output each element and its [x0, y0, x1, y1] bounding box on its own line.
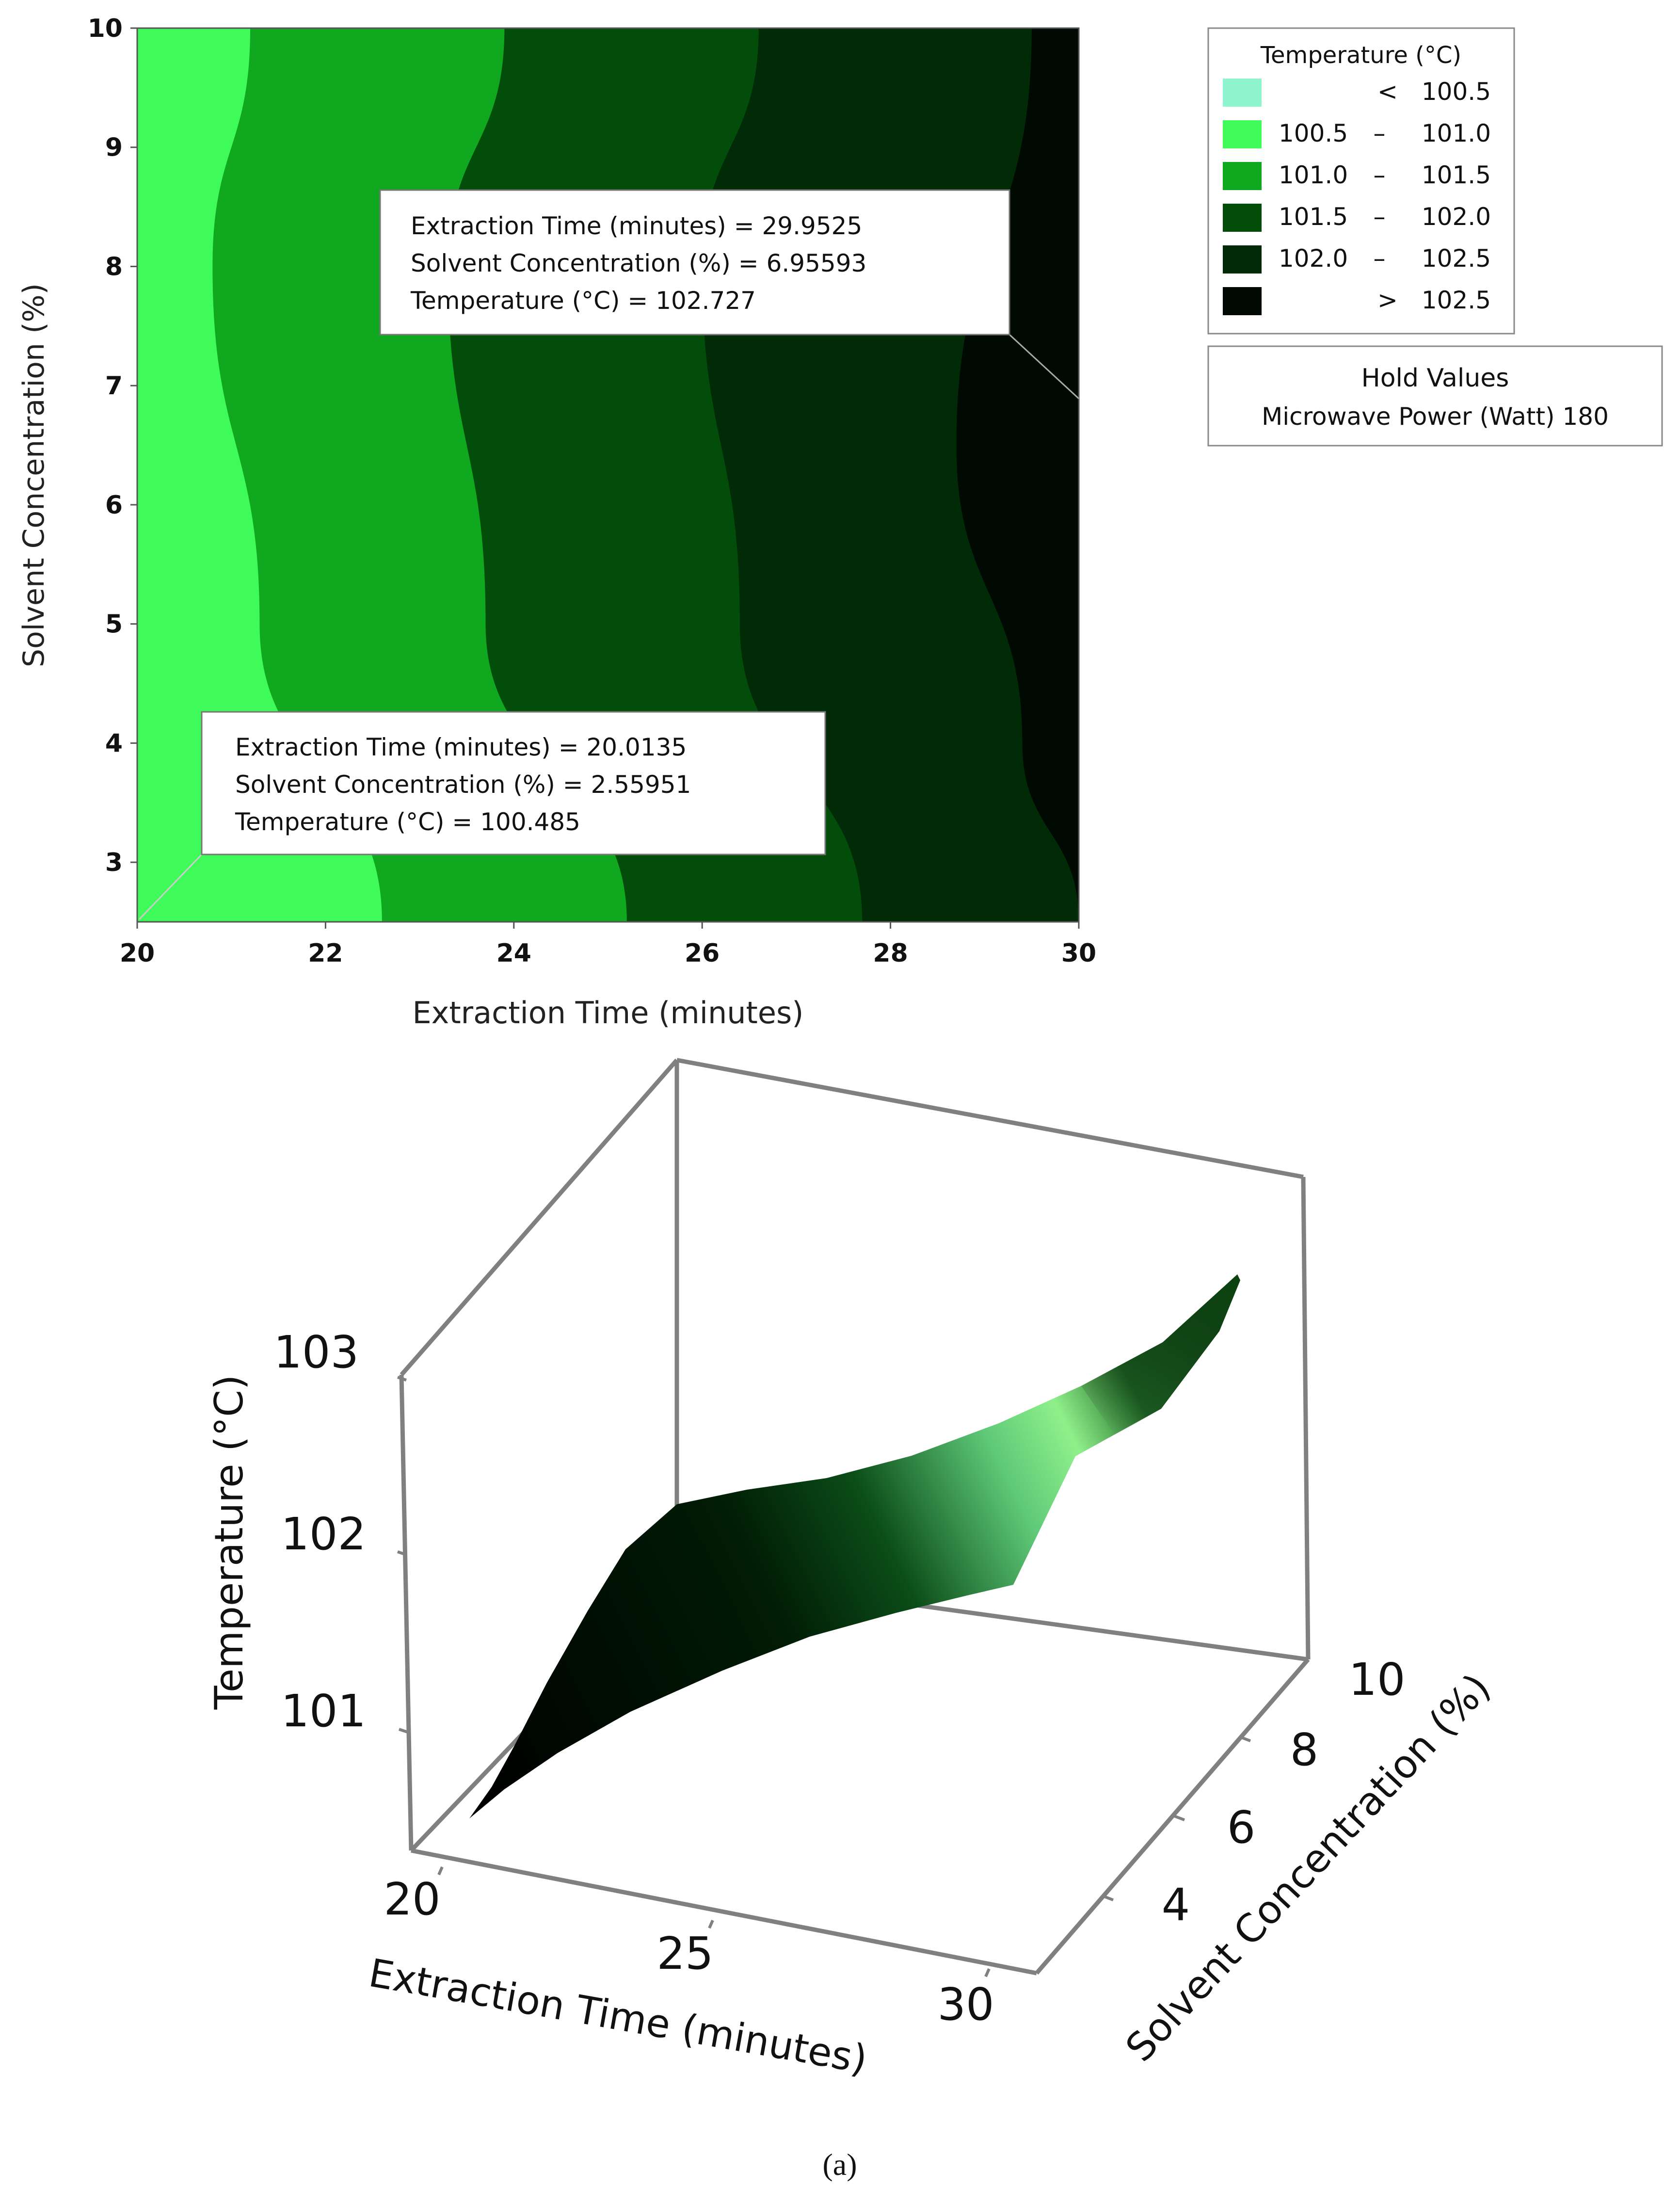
- hold-values-text: Microwave Power (Watt) 180: [1262, 402, 1609, 431]
- y-axis-label: Solvent Concentration (%): [17, 283, 51, 667]
- z-tick-102: 102: [281, 1508, 366, 1560]
- legend-high-4: 102.5: [1422, 244, 1491, 273]
- response-surface: [469, 1274, 1240, 1818]
- surface-plot: 103 102 101 Temperature (°C) 20 25 30 Ex…: [207, 1058, 1499, 2082]
- x-tick-30: 30: [1061, 939, 1096, 968]
- legend: Temperature (°C) <100.5100.5–101.0101.0–…: [1207, 27, 1515, 335]
- x-tick-26: 26: [685, 939, 720, 968]
- x3d-tick-mark-30: [984, 1968, 991, 1978]
- y-tick-8: 8: [105, 252, 123, 281]
- z-tick-103: 103: [273, 1326, 359, 1378]
- y-tick-6: 6: [105, 491, 123, 520]
- annotation-max-line-1: Extraction Time (minutes) = 29.9525: [411, 212, 862, 240]
- z-axis-tick-marks: [397, 1376, 408, 1734]
- surface-top-edge: [1081, 1274, 1240, 1435]
- x3d-tick-mark-25: [708, 1919, 714, 1929]
- y3d-tick-mark-4: [1102, 1895, 1114, 1901]
- y-axis-ticks: 3 4 5 6 7 8 9 10: [88, 14, 137, 877]
- x3d-tick-30: 30: [937, 1979, 994, 2030]
- y3d-tick-10: 10: [1348, 1654, 1405, 1705]
- legend-low-1: 100.5: [1279, 119, 1348, 147]
- hold-values: Hold Values Microwave Power (Watt) 180: [1207, 345, 1663, 447]
- legend-op-3: –: [1374, 203, 1386, 231]
- annotation-min-line-1: Extraction Time (minutes) = 20.0135: [235, 733, 687, 761]
- x3d-tick-25: 25: [656, 1928, 713, 1979]
- legend-op-0: <: [1377, 78, 1398, 106]
- legend-swatch-2: [1223, 162, 1262, 190]
- frame-top-left: [400, 1059, 679, 1376]
- y-tick-7: 7: [105, 371, 123, 401]
- x-tick-20: 20: [120, 939, 155, 968]
- x-axis-tick-marks-3d: [437, 1866, 991, 1978]
- x-tick-24: 24: [496, 939, 531, 968]
- z-tick-101: 101: [281, 1685, 366, 1737]
- y3d-tick-mark-8: [1239, 1736, 1251, 1742]
- frame-floor-right: [1035, 1658, 1310, 1975]
- x3d-tick-mark-20: [437, 1866, 444, 1876]
- legend-high-3: 102.0: [1422, 203, 1491, 231]
- annotation-max-box: [379, 189, 1010, 336]
- legend-op-4: –: [1374, 244, 1386, 273]
- annotation-min: Extraction Time (minutes) = 20.0135 Solv…: [138, 711, 826, 920]
- legend-rows: <100.5100.5–101.0101.0–101.5101.5–102.01…: [1223, 78, 1491, 315]
- z-tick-mark-101: [399, 1728, 408, 1734]
- y3d-tick-4: 4: [1162, 1879, 1190, 1931]
- legend-swatch-5: [1223, 287, 1262, 315]
- figure-caption: (a): [822, 2147, 857, 2182]
- annotation-max-line-2: Solvent Concentration (%) = 6.95593: [411, 249, 866, 277]
- legend-swatch-0: [1223, 79, 1262, 107]
- annotation-min-line-3: Temperature (°C) = 100.485: [235, 808, 580, 836]
- annotation-max-line-3: Temperature (°C) = 102.727: [410, 287, 756, 315]
- z-tick-mark-103: [397, 1376, 407, 1382]
- plot-frame: [136, 27, 1080, 923]
- z-axis-label: Temperature (°C): [207, 1375, 252, 1710]
- contour-plot: 20 22 24 26 28 30 3 4 5 6 7 8 9 10 Extraction Time (…: [17, 14, 1663, 1030]
- legend-swatch-4: [1223, 245, 1262, 274]
- legend-high-1: 101.0: [1422, 119, 1491, 147]
- y-tick-5: 5: [105, 610, 123, 639]
- frame-right-back-vertical: [1301, 1176, 1311, 1660]
- hold-values-box: [1207, 345, 1663, 447]
- legend-op-1: –: [1374, 119, 1386, 147]
- y-tick-10: 10: [88, 14, 123, 43]
- legend-op-5: >: [1377, 286, 1398, 314]
- annotation-min-pointer: [138, 853, 203, 920]
- x3d-axis-label: Extraction Time (minutes): [366, 1950, 871, 2082]
- y3d-tick-8: 8: [1290, 1724, 1319, 1776]
- surface-mesh: [469, 1274, 1240, 1818]
- x-axis-ticks: 20 22 24 26 28 30: [120, 922, 1096, 968]
- band-above-102.5: [956, 28, 1079, 922]
- x-tick-28: 28: [873, 939, 908, 968]
- legend-low-3: 101.5: [1279, 203, 1348, 231]
- legend-high-0: 100.5: [1422, 78, 1491, 106]
- hold-values-title: Hold Values: [1361, 364, 1509, 393]
- annotation-max: Extraction Time (minutes) = 29.9525 Solv…: [379, 189, 1080, 400]
- annotation-min-line-2: Solvent Concentration (%) = 2.55951: [235, 771, 691, 799]
- frame-floor-front: [411, 1848, 1037, 1976]
- x3d-tick-20: 20: [384, 1873, 440, 1925]
- legend-low-4: 102.0: [1279, 244, 1348, 273]
- x-tick-22: 22: [308, 939, 343, 968]
- frame-top-back: [676, 1058, 1304, 1179]
- z-tick-mark-102: [397, 1550, 407, 1556]
- legend-swatch-1: [1223, 120, 1262, 148]
- x-axis-label: Extraction Time (minutes): [413, 995, 804, 1030]
- y-tick-4: 4: [105, 729, 123, 758]
- y3d-tick-6: 6: [1227, 1802, 1256, 1853]
- legend-title: Temperature (°C): [1260, 42, 1461, 69]
- y-axis-tick-marks-3d: [1102, 1736, 1251, 1901]
- y-tick-9: 9: [105, 133, 123, 162]
- legend-high-2: 101.5: [1422, 161, 1491, 189]
- frame-left-vertical: [399, 1374, 414, 1851]
- legend-low-2: 101.0: [1279, 161, 1348, 189]
- legend-high-5: 102.5: [1422, 286, 1491, 314]
- legend-swatch-3: [1223, 204, 1262, 232]
- annotation-max-pointer: [1008, 334, 1080, 400]
- y3d-tick-mark-6: [1173, 1815, 1185, 1821]
- legend-op-2: –: [1374, 161, 1386, 189]
- annotation-min-box: [201, 711, 826, 855]
- y-tick-3: 3: [105, 848, 123, 877]
